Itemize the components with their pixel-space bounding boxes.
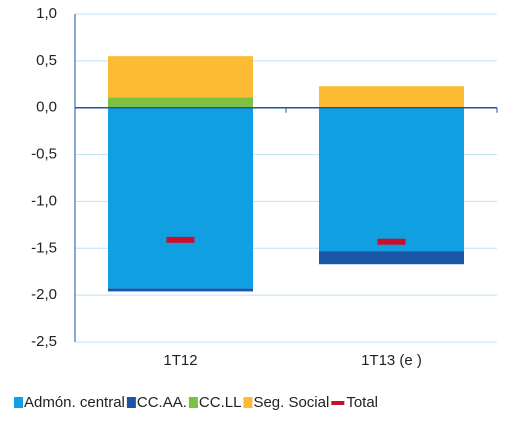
legend-swatch xyxy=(188,397,198,408)
y-tick-label: 1,0 xyxy=(36,5,57,22)
legend-swatch xyxy=(14,397,23,408)
legend-label: CC.AA. xyxy=(137,394,187,411)
y-tick-label: 0,5 xyxy=(36,52,57,69)
y-tick-label: -1,5 xyxy=(31,239,57,256)
bar-segment xyxy=(319,86,464,108)
legend-label: CC.LL xyxy=(199,394,242,411)
total-marker xyxy=(166,236,195,243)
y-tick-label: -1,0 xyxy=(31,192,57,209)
legend-swatch xyxy=(126,397,136,408)
bar-segment xyxy=(108,97,253,108)
x-tick-label: 1T12 xyxy=(163,352,197,369)
bar-segment xyxy=(108,107,253,289)
y-tick-label: 0,0 xyxy=(36,99,57,116)
legend-label: Total xyxy=(346,394,378,411)
bar-segment xyxy=(319,107,464,252)
y-tick-label: -0,5 xyxy=(31,146,57,163)
y-tick-label: -2,0 xyxy=(31,286,57,303)
legend-swatch xyxy=(243,397,253,408)
bar-segment xyxy=(319,251,464,265)
total-marker xyxy=(377,238,406,245)
bar-segment xyxy=(108,56,253,98)
y-tick-label: -2,5 xyxy=(31,333,57,350)
x-tick-label: 1T13 (e ) xyxy=(361,352,422,369)
bar-segment xyxy=(108,288,253,292)
legend-swatch xyxy=(331,401,345,405)
legend-label: Seg. Social xyxy=(253,394,329,411)
legend-label: Admón. central xyxy=(24,394,125,411)
